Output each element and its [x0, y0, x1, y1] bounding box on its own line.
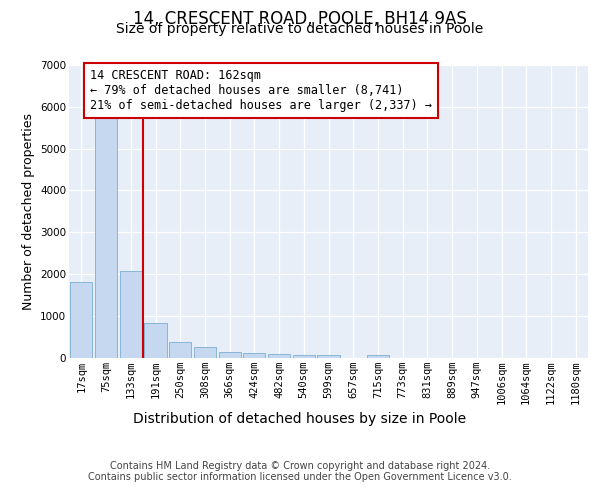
Bar [243, 354, 265, 358]
Y-axis label: Number of detached properties: Number of detached properties [22, 113, 35, 310]
Text: Size of property relative to detached houses in Poole: Size of property relative to detached ho… [116, 22, 484, 36]
Text: Contains HM Land Registry data © Crown copyright and database right 2024.: Contains HM Land Registry data © Crown c… [110, 461, 490, 471]
Bar [367, 354, 389, 358]
Bar [218, 352, 241, 358]
Bar [145, 323, 167, 358]
Text: Distribution of detached houses by size in Poole: Distribution of detached houses by size … [133, 412, 467, 426]
Bar [70, 282, 92, 358]
Bar [317, 354, 340, 358]
Bar [268, 354, 290, 358]
Bar [293, 354, 315, 358]
Bar [169, 342, 191, 357]
Text: 14 CRESCENT ROAD: 162sqm
← 79% of detached houses are smaller (8,741)
21% of sem: 14 CRESCENT ROAD: 162sqm ← 79% of detach… [90, 70, 432, 112]
Text: 14, CRESCENT ROAD, POOLE, BH14 9AS: 14, CRESCENT ROAD, POOLE, BH14 9AS [133, 10, 467, 28]
Bar [95, 117, 117, 358]
Bar [119, 272, 142, 358]
Bar [194, 348, 216, 358]
Text: Contains public sector information licensed under the Open Government Licence v3: Contains public sector information licen… [88, 472, 512, 482]
